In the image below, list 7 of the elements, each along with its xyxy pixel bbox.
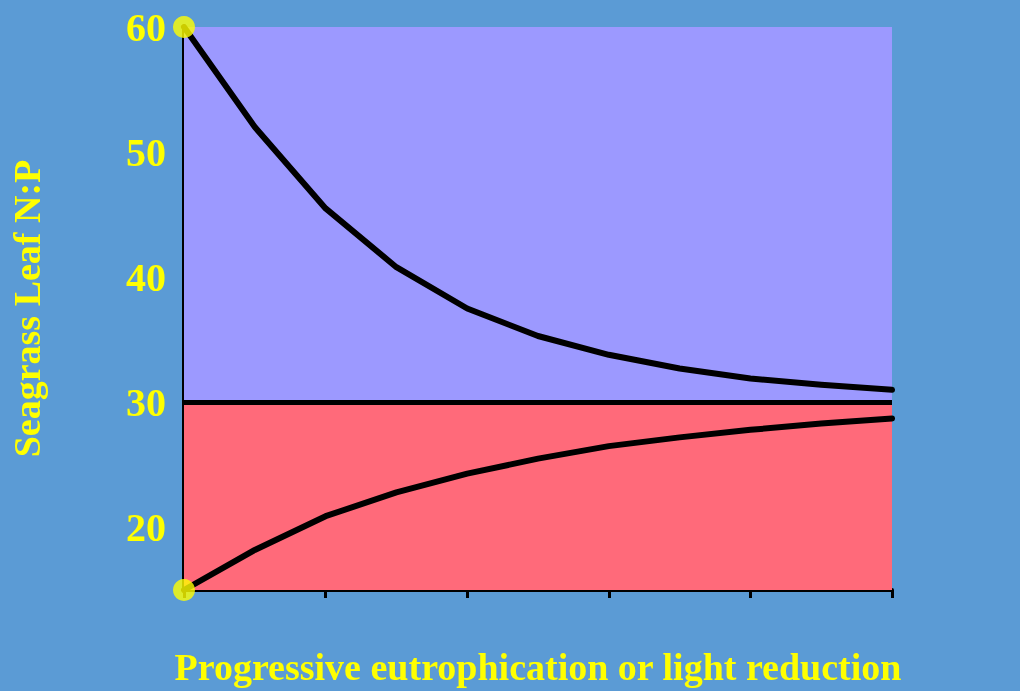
y-axis-title: Seagrass Leaf N:P <box>6 159 48 458</box>
x-axis-title: Progressive eutrophication or light reduction <box>174 646 902 688</box>
y-tick-label: 60 <box>126 4 166 50</box>
y-tick-label: 20 <box>126 504 166 550</box>
y-tick-label: 50 <box>126 129 166 175</box>
y-tick-label: 30 <box>126 379 166 425</box>
y-tick-label: 40 <box>126 254 166 300</box>
